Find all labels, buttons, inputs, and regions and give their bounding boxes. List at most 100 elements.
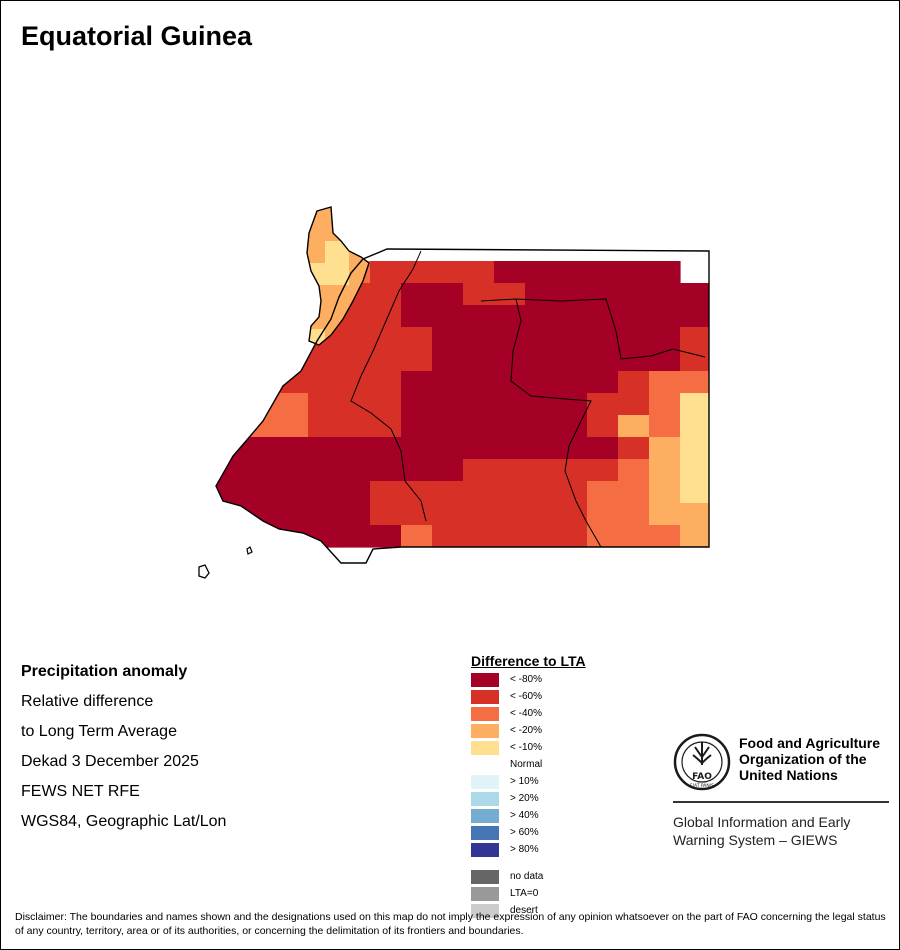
anomaly-cell bbox=[463, 393, 495, 416]
anomaly-cell bbox=[649, 283, 681, 306]
province-boundary bbox=[350, 250, 427, 522]
anomaly-cell bbox=[432, 261, 464, 284]
legend-item: < -10% bbox=[471, 741, 586, 758]
anomaly-raster-mainland bbox=[216, 261, 709, 548]
anomaly-cell bbox=[556, 283, 588, 306]
anomaly-cell bbox=[401, 459, 433, 482]
anomaly-cell bbox=[680, 283, 709, 306]
anomaly-cell bbox=[216, 437, 247, 460]
anomaly-cell bbox=[618, 459, 650, 482]
legend-swatch bbox=[471, 826, 499, 840]
legend-item: > 20% bbox=[471, 792, 586, 809]
anomaly-cell bbox=[401, 437, 433, 460]
anomaly-cell bbox=[463, 437, 495, 460]
legend-label: < -60% bbox=[510, 691, 542, 702]
legend-label: < -40% bbox=[510, 708, 542, 719]
anomaly-cell bbox=[494, 305, 526, 328]
anomaly-cell bbox=[277, 371, 309, 394]
anomaly-cell bbox=[525, 525, 557, 548]
anomaly-cell bbox=[432, 283, 464, 306]
anomaly-cell bbox=[680, 415, 709, 438]
anomaly-cell bbox=[401, 305, 433, 328]
anomaly-cell bbox=[587, 349, 619, 372]
legend-label: > 40% bbox=[510, 810, 539, 821]
legend-item: > 40% bbox=[471, 809, 586, 826]
legend-item: > 60% bbox=[471, 826, 586, 843]
anomaly-cell bbox=[308, 393, 340, 416]
anomaly-cell bbox=[587, 437, 619, 460]
anomaly-cell bbox=[216, 481, 247, 504]
anomaly-cell bbox=[463, 459, 495, 482]
anomaly-cell bbox=[325, 241, 350, 264]
legend-swatch bbox=[471, 870, 499, 884]
anomaly-cell bbox=[680, 525, 709, 548]
anomaly-cell bbox=[216, 261, 247, 284]
anomaly-cell bbox=[680, 371, 709, 394]
anomaly-cell bbox=[308, 481, 340, 504]
anomaly-cell bbox=[680, 437, 709, 460]
anomaly-cell bbox=[325, 263, 350, 286]
anomaly-cell bbox=[277, 283, 309, 306]
anomaly-cell bbox=[370, 327, 402, 350]
legend-label: > 20% bbox=[510, 793, 539, 804]
anomaly-cell bbox=[246, 437, 278, 460]
legend-label: no data bbox=[510, 871, 544, 882]
legend-swatch bbox=[471, 809, 499, 823]
anomaly-cell bbox=[246, 371, 278, 394]
anomaly-cell bbox=[649, 437, 681, 460]
legend-swatch bbox=[471, 792, 499, 806]
anomaly-cell bbox=[556, 525, 588, 548]
anomaly-cell bbox=[556, 481, 588, 504]
anomaly-cell bbox=[680, 327, 709, 350]
legend-extra-classes: no data LTA=0 desert bbox=[471, 870, 586, 921]
anomaly-cell bbox=[587, 393, 619, 416]
anomaly-cell bbox=[463, 305, 495, 328]
anomaly-cell bbox=[680, 349, 709, 372]
annobon-island-outline bbox=[198, 564, 210, 579]
anomaly-cell bbox=[370, 349, 402, 372]
anomaly-cell bbox=[277, 349, 309, 372]
anomaly-cell bbox=[618, 437, 650, 460]
legend-label: > 60% bbox=[510, 827, 539, 838]
anomaly-cell bbox=[308, 437, 340, 460]
anomaly-cell bbox=[649, 305, 681, 328]
anomaly-cell bbox=[587, 305, 619, 328]
anomaly-cell bbox=[649, 459, 681, 482]
anomaly-cell bbox=[494, 261, 526, 284]
legend-item: > 80% bbox=[471, 843, 586, 860]
legend-swatch bbox=[471, 673, 499, 687]
anomaly-cell bbox=[649, 371, 681, 394]
anomaly-cell bbox=[401, 327, 433, 350]
anomaly-cell bbox=[432, 393, 464, 416]
anomaly-cell bbox=[587, 327, 619, 350]
anomaly-cell bbox=[432, 437, 464, 460]
map-period: Dekad 3 December 2025 bbox=[21, 753, 199, 770]
anomaly-cell bbox=[401, 415, 433, 438]
anomaly-cell bbox=[277, 261, 309, 284]
fao-name: Food and Agriculture Organization of the… bbox=[739, 735, 880, 783]
anomaly-cell bbox=[308, 503, 340, 526]
anomaly-cell bbox=[680, 305, 709, 328]
anomaly-cell bbox=[618, 415, 650, 438]
anomaly-cell bbox=[216, 525, 247, 548]
anomaly-cell bbox=[556, 415, 588, 438]
anomaly-cell bbox=[649, 503, 681, 526]
province-boundary bbox=[510, 298, 602, 548]
anomaly-cell bbox=[587, 459, 619, 482]
anomaly-cell bbox=[370, 261, 402, 284]
anomaly-cell bbox=[556, 349, 588, 372]
anomaly-cell bbox=[370, 503, 402, 526]
legend-label: > 80% bbox=[510, 844, 539, 855]
bioko-island-outline bbox=[306, 206, 370, 346]
legend-classes: < -80% < -60% < -40% < -20% < -10% Normal > 10… bbox=[471, 673, 586, 860]
legend-swatch bbox=[471, 904, 499, 918]
anomaly-cell bbox=[246, 327, 278, 350]
anomaly-cell bbox=[525, 305, 557, 328]
legend-item: < -40% bbox=[471, 707, 586, 724]
anomaly-cell bbox=[307, 241, 326, 264]
anomaly-cell bbox=[525, 393, 557, 416]
anomaly-cell bbox=[525, 459, 557, 482]
anomaly-cell bbox=[680, 393, 709, 416]
anomaly-cell bbox=[463, 283, 495, 306]
